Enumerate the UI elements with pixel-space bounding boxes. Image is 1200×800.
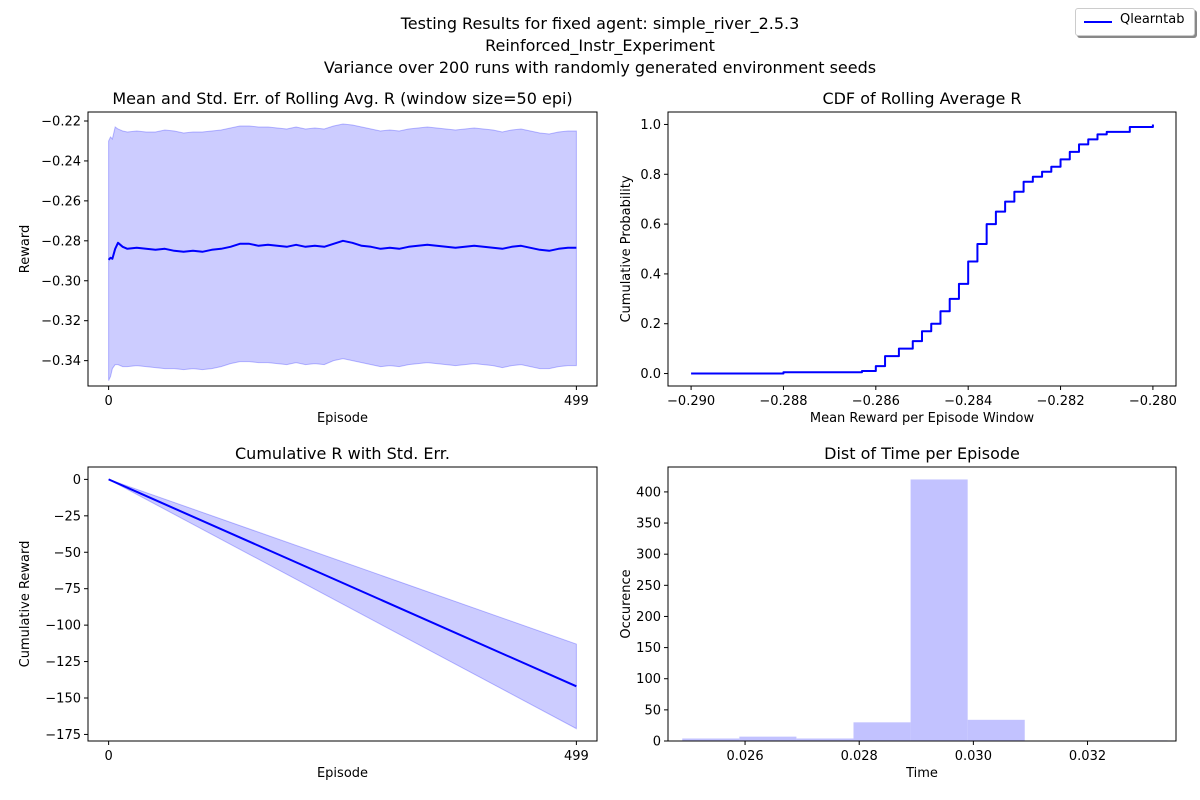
x-tick-label: 0 xyxy=(104,749,112,764)
chart-title: Cumulative R with Std. Err. xyxy=(235,444,450,463)
histogram-bar xyxy=(796,738,854,741)
axes-frame xyxy=(667,111,1177,387)
y-tick-label: 0.0 xyxy=(640,367,661,382)
x-tick-label: 0.028 xyxy=(841,749,878,764)
histogram-bar xyxy=(910,479,968,741)
std-err-band xyxy=(108,123,577,381)
y-axis-label: Reward xyxy=(18,225,33,273)
y-tick-label: 0.6 xyxy=(640,218,661,233)
y-tick-label: 0.8 xyxy=(640,168,661,183)
y-tick-label: 0 xyxy=(653,735,661,750)
x-tick-label: −0.290 xyxy=(667,394,715,409)
chart-4: 0.026 0.028 0.030 0.032 0 50 100 150 200 250 300 35… xyxy=(619,444,1177,781)
axes-frame xyxy=(87,111,598,387)
y-tick-label: 1.0 xyxy=(640,118,661,133)
y-tick-label: −0.30 xyxy=(41,274,81,289)
y-tick-label: −0.24 xyxy=(41,154,81,169)
x-tick-label: 499 xyxy=(564,394,589,409)
legend-line-swatch xyxy=(1084,21,1112,23)
y-tick-label: −0.32 xyxy=(41,314,81,329)
y-tick-label: 350 xyxy=(636,517,661,532)
y-tick-label: 400 xyxy=(636,485,661,500)
chart-2: −0.290 −0.288 −0.286 −0.284 −0.282 −0.280 0.0 0… xyxy=(619,89,1177,426)
chart-1: 0 499 −0.34 −0.32 −0.30 −0.28 −0.26 −0.24 −0.22 M… xyxy=(18,89,598,426)
axes-frame xyxy=(87,466,598,742)
y-tick-label: −150 xyxy=(45,692,81,707)
x-axis-label: Mean Reward per Episode Window xyxy=(810,411,1035,426)
y-tick-label: 250 xyxy=(636,579,661,594)
histogram-bar xyxy=(739,736,797,741)
series-line xyxy=(107,239,577,261)
x-axis-label: Episode xyxy=(317,411,368,426)
x-tick-label: −0.280 xyxy=(1129,394,1177,409)
x-tick-label: −0.284 xyxy=(944,394,992,409)
y-tick-label: 0.4 xyxy=(640,267,661,282)
y-tick-label: 100 xyxy=(636,672,661,687)
y-tick-label: 0.2 xyxy=(640,317,661,332)
x-tick-label: 0.030 xyxy=(955,749,992,764)
chart-title: CDF of Rolling Average R xyxy=(822,89,1021,108)
figure-title-line-2: Reinforced_Instr_Experiment xyxy=(485,36,715,55)
y-tick-label: −175 xyxy=(45,728,81,743)
y-axis-label: Cumulative Probability xyxy=(619,175,634,322)
chart-title: Mean and Std. Err. of Rolling Avg. R (wi… xyxy=(112,89,572,108)
x-tick-label: 0 xyxy=(104,394,112,409)
series-line xyxy=(108,478,577,688)
x-tick-label: −0.282 xyxy=(1036,394,1084,409)
y-tick-label: −50 xyxy=(54,546,81,561)
chart-3: 0 499 0 −25 −50 −75 −100 −125 −150 −175 Cumulative… xyxy=(18,444,598,781)
y-tick-label: 300 xyxy=(636,548,661,563)
y-tick-label: −75 xyxy=(54,582,81,597)
x-tick-label: 499 xyxy=(564,749,589,764)
y-tick-label: 50 xyxy=(644,703,661,718)
y-axis-label: Cumulative Reward xyxy=(18,541,33,668)
histogram-bar xyxy=(682,738,740,741)
x-tick-label: 0.032 xyxy=(1069,749,1106,764)
x-axis-label: Time xyxy=(905,766,938,781)
chart-title: Dist of Time per Episode xyxy=(824,444,1020,463)
y-tick-label: 0 xyxy=(73,473,81,488)
y-tick-label: −0.34 xyxy=(41,354,81,369)
y-tick-label: −125 xyxy=(45,655,81,670)
y-tick-label: 150 xyxy=(636,641,661,656)
x-tick-label: −0.288 xyxy=(759,394,807,409)
x-tick-label: −0.286 xyxy=(852,394,900,409)
y-tick-label: −0.28 xyxy=(41,234,81,249)
y-axis-label: Occurence xyxy=(619,569,634,638)
histogram-bar xyxy=(967,719,1025,741)
legend: Qlearntab xyxy=(1075,8,1195,36)
histogram-bar xyxy=(853,722,911,741)
axes-frame xyxy=(667,466,1177,742)
x-axis-label: Episode xyxy=(317,766,368,781)
legend-label: Qlearntab xyxy=(1120,12,1185,27)
std-err-band xyxy=(108,478,577,730)
x-tick-label: 0.026 xyxy=(726,749,763,764)
y-tick-label: −0.22 xyxy=(41,114,81,129)
y-tick-label: −100 xyxy=(45,619,81,634)
series-line xyxy=(691,124,1154,375)
figure-title-line-1: Testing Results for fixed agent: simple_… xyxy=(400,14,800,33)
y-tick-label: −25 xyxy=(54,509,81,524)
y-tick-label: −0.26 xyxy=(41,194,81,209)
y-tick-label: 200 xyxy=(636,610,661,625)
figure-title-line-3: Variance over 200 runs with randomly gen… xyxy=(323,58,877,77)
